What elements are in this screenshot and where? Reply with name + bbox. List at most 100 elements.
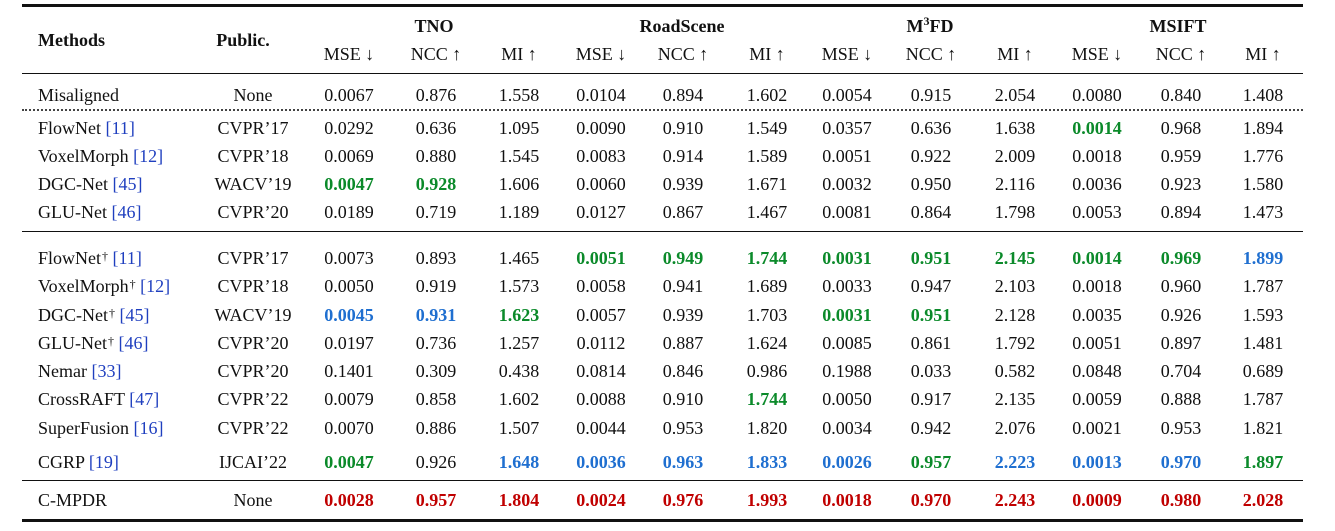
metric-value-cell: 0.950 (910, 174, 952, 194)
metric-header: MI ↑ (501, 44, 537, 64)
metric-value-cell: 0.846 (662, 361, 704, 381)
metric-value-cell: 0.704 (1160, 361, 1202, 381)
venue-cell: CVPR’22 (217, 389, 289, 409)
metric-value-cell: 0.0035 (1072, 305, 1122, 325)
table-row: CGRP [19] IJCAI’22 0.0047 0.926 1.648 0.0036 0… (0, 448, 1335, 476)
method-name-cell: DGC-Net† [45] (38, 301, 150, 329)
metric-value-cell: 0.0083 (576, 146, 626, 166)
method-name: C-MPDR (38, 490, 108, 510)
citation-link[interactable]: [46] (118, 333, 149, 353)
metric-header: MSE ↓ (821, 44, 873, 64)
metric-value-cell: 0.0197 (324, 333, 374, 353)
metric-value-cell: 0.931 (415, 305, 457, 325)
metric-value-cell: 0.0357 (822, 118, 872, 138)
metric-value-cell: 0.951 (910, 248, 952, 268)
metric-value-cell: 0.0021 (1072, 418, 1122, 438)
dataset-header: M3FD (850, 14, 1010, 38)
metric-value-cell: 0.033 (910, 361, 952, 381)
metric-value-cell: 0.0081 (822, 202, 872, 222)
metric-value-cell: 1.638 (994, 118, 1036, 138)
venue-cell: IJCAI’22 (219, 452, 287, 472)
venue-cell: None (233, 490, 273, 510)
metric-value-cell: 2.054 (994, 85, 1036, 105)
metric-value-cell: 0.582 (994, 361, 1036, 381)
dagger-mark: † (129, 277, 136, 291)
metric-value-cell: 0.0085 (822, 333, 872, 353)
metric-value-cell: 1.821 (1242, 418, 1284, 438)
metric-value-cell: 0.309 (415, 361, 457, 381)
metric-value-cell: 0.949 (662, 248, 704, 268)
metric-value-cell: 0.910 (662, 389, 704, 409)
metric-value-cell: 0.0814 (576, 361, 626, 381)
top-rule (22, 4, 1303, 7)
metric-value-cell: 0.719 (415, 202, 457, 222)
citation-link[interactable]: [11] (112, 248, 142, 268)
citation-link[interactable]: [33] (91, 361, 122, 381)
method-name-cell: VoxelMorph [12] (38, 142, 163, 170)
metric-value-cell: 0.867 (662, 202, 704, 222)
citation-link[interactable]: [47] (129, 389, 160, 409)
metric-value-cell: 0.864 (910, 202, 952, 222)
method-name: FlowNet (38, 248, 101, 268)
metric-value-cell: 0.876 (415, 85, 457, 105)
citation-link[interactable]: [19] (88, 452, 119, 472)
metric-value-cell: 0.0051 (576, 248, 626, 268)
table-row: VoxelMorph [12] CVPR’18 0.0069 0.880 1.545 0.… (0, 142, 1335, 170)
metric-value-cell: 1.589 (746, 146, 788, 166)
metric-value-cell: 0.0018 (822, 490, 872, 510)
metric-value-cell: 0.914 (662, 146, 704, 166)
venue-cell: CVPR’20 (217, 333, 289, 353)
venue-cell: CVPR’20 (217, 202, 289, 222)
group-separator-rule (22, 231, 1303, 232)
metric-value-cell: 1.257 (498, 333, 540, 353)
metric-value-cell: 1.602 (746, 85, 788, 105)
metric-value-cell: 1.744 (746, 248, 788, 268)
metric-value-cell: 1.624 (746, 333, 788, 353)
metric-header: MI ↑ (997, 44, 1033, 64)
metric-value-cell: 0.886 (415, 418, 457, 438)
venue-cell: CVPR’18 (217, 276, 289, 296)
metric-value-cell: 1.776 (1242, 146, 1284, 166)
metric-value-cell: 0.894 (662, 85, 704, 105)
metric-value-cell: 0.689 (1242, 361, 1284, 381)
table-row: VoxelMorph† [12] CVPR’18 0.0050 0.919 1.573 0… (0, 272, 1335, 300)
metric-value-cell: 1.820 (746, 418, 788, 438)
dagger-mark: † (107, 334, 114, 348)
citation-link[interactable]: [12] (133, 146, 164, 166)
header-public: Public. (216, 30, 270, 50)
metric-value-cell: 0.0073 (324, 248, 374, 268)
citation-link[interactable]: [16] (133, 418, 164, 438)
metric-value-cell: 2.009 (994, 146, 1036, 166)
metric-value-cell: 0.953 (1160, 418, 1202, 438)
metric-value-cell: 0.915 (910, 85, 952, 105)
metric-value-cell: 1.481 (1242, 333, 1284, 353)
metric-value-cell: 0.0034 (822, 418, 872, 438)
dataset-name: MSIFT (1149, 16, 1207, 36)
metric-value-cell: 1.689 (746, 276, 788, 296)
metric-value-cell: 0.969 (1160, 248, 1202, 268)
dagger-mark: † (102, 249, 108, 263)
header-methods: Methods (38, 30, 105, 50)
metric-value-cell: 1.899 (1242, 248, 1284, 268)
metric-value-cell: 0.736 (415, 333, 457, 353)
citation-link[interactable]: [12] (140, 276, 171, 296)
citation-link[interactable]: [45] (112, 174, 143, 194)
metric-value-cell: 0.0070 (324, 418, 374, 438)
metric-value-cell: 0.917 (910, 389, 952, 409)
metric-value-cell: 1.744 (746, 389, 788, 409)
venue-cell: None (233, 85, 273, 105)
metric-value-cell: 0.0047 (324, 174, 374, 194)
metric-header: NCC ↑ (657, 44, 709, 64)
metric-value-cell: 1.465 (498, 248, 540, 268)
method-name-cell: DGC-Net [45] (38, 170, 143, 198)
citation-link[interactable]: [45] (119, 305, 150, 325)
metric-value-cell: 2.103 (994, 276, 1036, 296)
metric-value-cell: 0.0050 (822, 389, 872, 409)
citation-link[interactable]: [11] (105, 118, 135, 138)
citation-link[interactable]: [46] (111, 202, 142, 222)
metric-value-cell: 0.0848 (1072, 361, 1122, 381)
method-name-cell: FlowNet [11] (38, 114, 135, 142)
table-row: GLU-Net [46] CVPR’20 0.0189 0.719 1.189 0.012… (0, 198, 1335, 226)
metric-value-cell: 0.0018 (1072, 276, 1122, 296)
metric-header: NCC ↑ (410, 44, 462, 64)
